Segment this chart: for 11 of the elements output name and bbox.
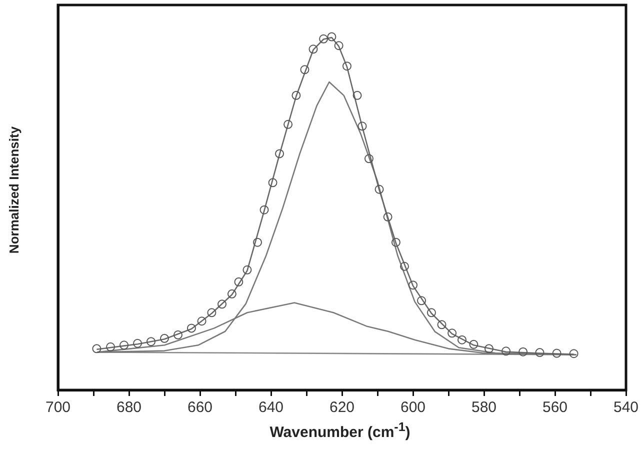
x-tick-label: 680 (116, 399, 142, 416)
x-tick-label: 640 (258, 399, 284, 416)
y-axis-title: Normalized Intensity (6, 126, 22, 254)
x-tick-label: 600 (400, 399, 426, 416)
x-tick-label: 700 (45, 399, 71, 416)
x-tick-label: 620 (329, 399, 355, 416)
x-tick-label: 540 (613, 399, 639, 416)
x-tick-label: 560 (542, 399, 568, 416)
x-tick-label: 580 (471, 399, 497, 416)
x-tick-label: 660 (187, 399, 213, 416)
x-axis-title: Wavenumber (cm$^{-1}$) (270, 420, 410, 441)
